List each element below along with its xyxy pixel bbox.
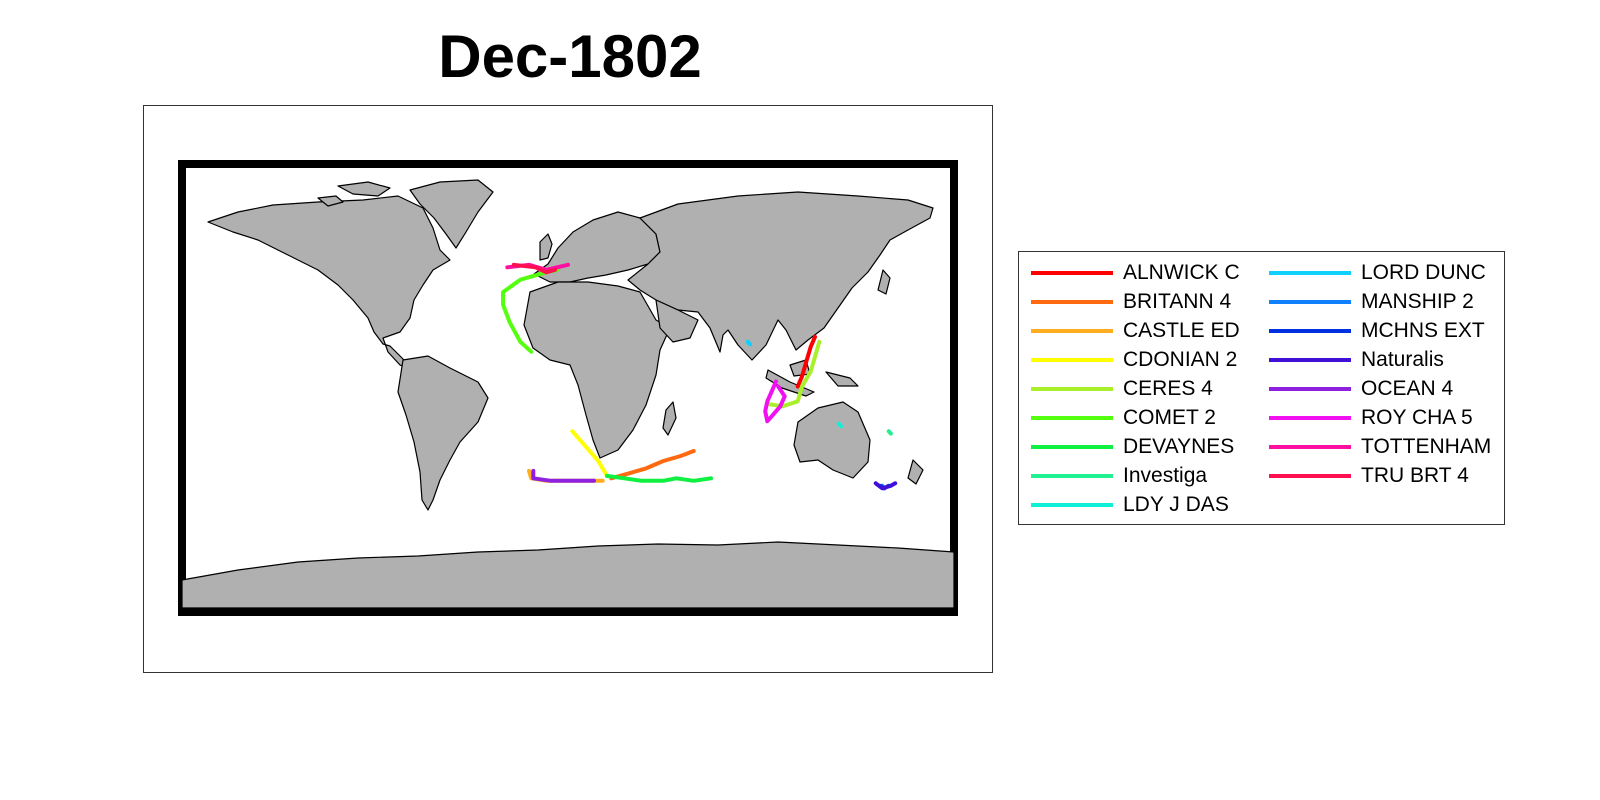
australia <box>793 401 871 479</box>
asia <box>627 191 934 361</box>
great-britain <box>539 233 553 261</box>
track-1 <box>609 449 696 481</box>
legend-item: ALNWICK C <box>1031 258 1240 287</box>
legend-item: COMET 2 <box>1031 403 1216 432</box>
legend-label: TRU BRT 4 <box>1361 463 1469 487</box>
legend-line-swatch <box>1269 270 1351 275</box>
arabia <box>655 299 699 343</box>
track-4 <box>765 339 822 409</box>
legend-item: CDONIAN 2 <box>1031 345 1237 374</box>
legend-label: Investiga <box>1123 463 1208 487</box>
legend-label: BRITANN 4 <box>1123 289 1232 313</box>
legend-line-swatch <box>1269 473 1351 478</box>
track-13 <box>531 468 596 483</box>
legend-item: Investiga <box>1031 461 1207 490</box>
track-8 <box>836 421 843 429</box>
legend-line-swatch <box>1031 473 1113 478</box>
legend-line-swatch <box>1031 444 1113 449</box>
land-layer <box>181 179 955 609</box>
africa <box>523 281 671 459</box>
track-0 <box>795 334 817 389</box>
north-america <box>207 195 451 371</box>
legend-label: CASTLE ED <box>1123 318 1240 342</box>
legend-label: LDY J DAS <box>1123 492 1229 516</box>
legend-item: BRITANN 4 <box>1031 287 1231 316</box>
legend-line-swatch <box>1269 357 1351 362</box>
legend-label: CERES 4 <box>1123 376 1213 400</box>
arctic-islands <box>317 181 391 207</box>
legend-label: LORD DUNC <box>1361 260 1486 284</box>
legend-label: MANSHIP 2 <box>1361 289 1474 313</box>
track-9 <box>745 339 752 347</box>
legend-item: OCEAN 4 <box>1269 374 1453 403</box>
madagascar <box>662 401 677 436</box>
legend-line-swatch <box>1031 357 1113 362</box>
japan <box>877 269 891 295</box>
legend-item: MCHNS EXT <box>1269 316 1485 345</box>
track-7 <box>886 429 893 436</box>
legend-item: CASTLE ED <box>1031 316 1240 345</box>
legend-label: COMET 2 <box>1123 405 1216 429</box>
track-5 <box>501 267 560 354</box>
legend-label: ALNWICK C <box>1123 260 1240 284</box>
greenland <box>409 179 494 249</box>
legend-item: TOTTENHAM <box>1269 432 1491 461</box>
legend-item: TRU BRT 4 <box>1269 461 1469 490</box>
legend-item: Naturalis <box>1269 345 1444 374</box>
legend-item: CERES 4 <box>1031 374 1213 403</box>
legend-label: CDONIAN 2 <box>1123 347 1238 371</box>
antarctica <box>181 541 955 609</box>
legend-line-swatch <box>1031 299 1113 304</box>
legend-line-swatch <box>1031 415 1113 420</box>
legend-item: LDY J DAS <box>1031 490 1229 519</box>
map-title: Dec-1802 <box>438 23 702 90</box>
legend-label: Naturalis <box>1361 347 1444 371</box>
track-3 <box>570 429 609 478</box>
legend-line-swatch <box>1031 502 1113 507</box>
legend-line-swatch <box>1269 415 1351 420</box>
legend-item: DEVAYNES <box>1031 432 1234 461</box>
legend-item: MANSHIP 2 <box>1269 287 1474 316</box>
legend-line-swatch <box>1031 386 1113 391</box>
track-14 <box>763 379 787 424</box>
world-map <box>178 160 958 616</box>
legend-label: TOTTENHAM <box>1361 434 1492 458</box>
south-america <box>397 355 489 511</box>
legend-item: LORD DUNC <box>1269 258 1486 287</box>
legend-label: MCHNS EXT <box>1361 318 1485 342</box>
new-zealand <box>907 459 924 485</box>
track-16 <box>511 262 557 275</box>
legend-label: ROY CHA 5 <box>1361 405 1473 429</box>
legend-line-swatch <box>1269 328 1351 333</box>
legend-item: ROY CHA 5 <box>1269 403 1473 432</box>
legend-label: DEVAYNES <box>1123 434 1235 458</box>
indonesia <box>765 359 859 397</box>
legend-line-swatch <box>1031 328 1113 333</box>
track-12 <box>873 481 898 491</box>
ship-tracks <box>501 262 898 491</box>
legend-line-swatch <box>1031 270 1113 275</box>
legend-line-swatch <box>1269 299 1351 304</box>
legend-line-swatch <box>1269 444 1351 449</box>
legend: ALNWICK C BRITANN 4 CASTLE ED CDONIAN 2 CERE… <box>1018 251 1505 525</box>
track-6 <box>605 473 713 483</box>
legend-line-swatch <box>1269 386 1351 391</box>
legend-label: OCEAN 4 <box>1361 376 1454 400</box>
